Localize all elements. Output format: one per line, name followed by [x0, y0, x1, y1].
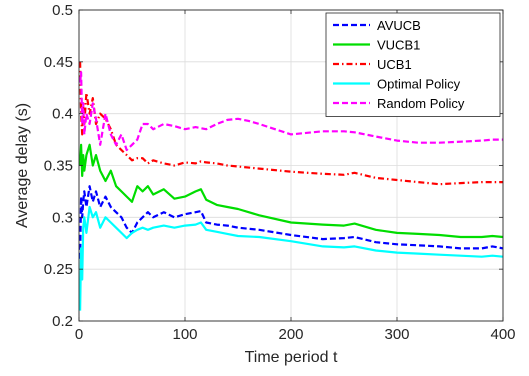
- y-tick-label: 0.2: [52, 313, 73, 330]
- legend-label: Optimal Policy: [377, 77, 461, 92]
- x-tick-label: 100: [172, 326, 197, 343]
- series-line-3: [79, 205, 504, 311]
- y-tick-label: 0.45: [44, 54, 73, 71]
- series-line-4: [79, 71, 503, 152]
- x-tick-label: 400: [490, 326, 515, 343]
- series-line-0: [79, 185, 504, 259]
- series-line-1: [79, 143, 504, 239]
- y-axis-label: Average delay (s): [14, 103, 31, 228]
- y-tick-label: 0.25: [44, 261, 73, 278]
- axis-ticks: 0 100 200 300 400 0.2 0.25 0.3 0.35 0.4 0.45 0.5: [44, 2, 516, 343]
- y-tick-label: 0.3: [52, 209, 73, 226]
- y-tick-label: 0.4: [52, 106, 73, 123]
- x-axis-label: Time period t: [245, 349, 338, 366]
- legend-box: [325, 12, 501, 117]
- legend-label: AVUCB: [377, 18, 421, 33]
- legend-label: VUCB1: [377, 38, 420, 53]
- x-tick-label: 0: [75, 326, 83, 343]
- y-tick-label: 0.35: [44, 158, 73, 175]
- legend: AVUCB VUCB1 UCB1 Optimal Policy Random Polic…: [325, 12, 501, 117]
- series-line-2: [79, 61, 503, 186]
- x-tick-label: 300: [384, 326, 409, 343]
- y-tick-label: 0.5: [52, 2, 73, 19]
- x-tick-label: 200: [278, 326, 303, 343]
- legend-label: Random Policy: [377, 96, 465, 111]
- legend-label: UCB1: [377, 57, 412, 72]
- series-layer: [79, 61, 504, 311]
